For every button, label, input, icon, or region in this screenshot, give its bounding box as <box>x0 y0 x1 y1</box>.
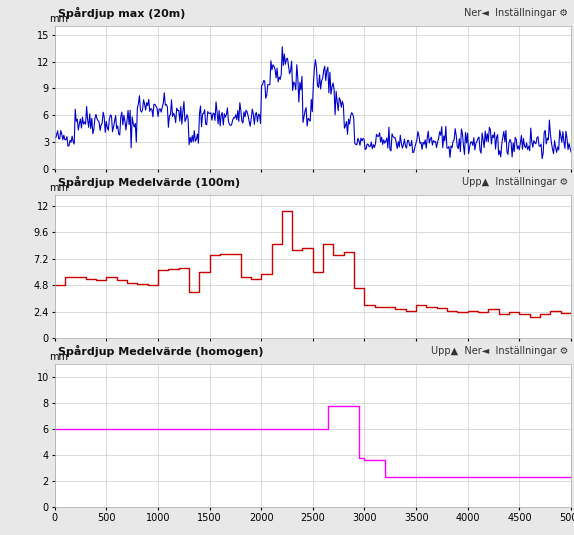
Text: mm: mm <box>49 353 68 362</box>
Text: Spårdjup Medelvärde (100m): Spårdjup Medelvärde (100m) <box>57 176 240 188</box>
Text: Spårdjup Medelvärde (homogen): Spårdjup Medelvärde (homogen) <box>57 345 263 357</box>
Text: Spårdjup max (20m): Spårdjup max (20m) <box>57 7 185 19</box>
Text: Upp▲  Ner◄  Inställningar ⚙: Upp▲ Ner◄ Inställningar ⚙ <box>430 346 568 356</box>
Text: mm: mm <box>49 184 68 193</box>
Text: Ner◄  Inställningar ⚙: Ner◄ Inställningar ⚙ <box>464 8 568 18</box>
Text: mm: mm <box>49 14 68 24</box>
Text: Upp▲  Inställningar ⚙: Upp▲ Inställningar ⚙ <box>461 177 568 187</box>
